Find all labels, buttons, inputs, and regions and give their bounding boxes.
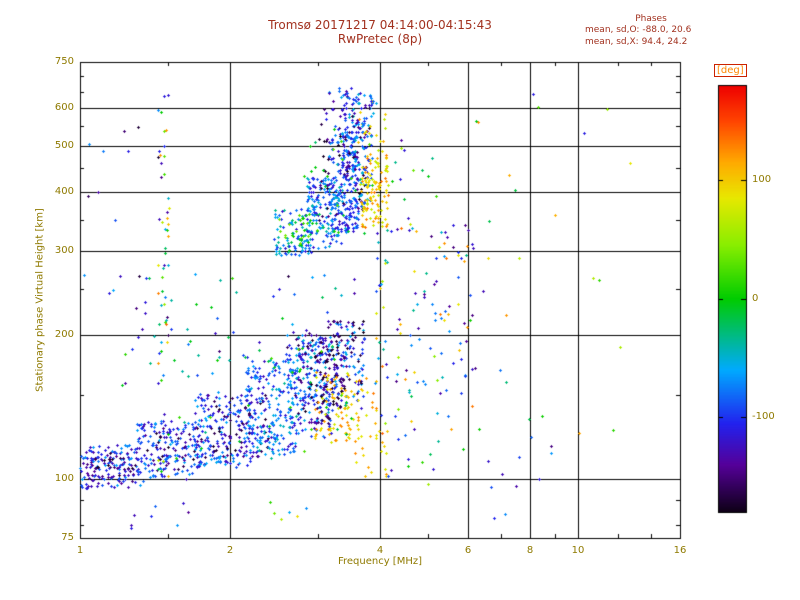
y-tick-label: 200 [54, 329, 74, 340]
colorbar-tick-label: 100 [752, 174, 772, 185]
y-tick-label: 75 [61, 532, 74, 543]
y-tick-label: 300 [54, 245, 74, 256]
y-tick-label: 100 [54, 473, 74, 484]
x-tick-label: 1 [76, 545, 84, 556]
y-tick-label: 400 [54, 186, 74, 197]
x-tick-label: 2 [226, 545, 234, 556]
x-tick-label: 16 [673, 545, 687, 556]
x-axis-label: Frequency [MHz] [337, 556, 423, 567]
x-tick-label: 4 [376, 545, 384, 556]
phase-stats-line-x: mean, sd,X: 94.4, 24.2 [585, 36, 688, 47]
phase-stats-heading: Phases [635, 14, 667, 24]
chart-title: Tromsø 20171217 04:14:00-04:15:43 [268, 18, 492, 32]
phase-stats-line-o: mean, sd,O: -88.0, 20.6 [585, 25, 692, 36]
y-tick-label: 750 [54, 56, 74, 67]
x-tick-label: 6 [464, 545, 472, 556]
y-tick-label: 500 [54, 140, 74, 151]
y-axis-label: Stationary phase Virtual Height [km] [34, 208, 46, 392]
y-tick-label: 600 [54, 102, 74, 113]
chart-subtitle: RwPretec (8p) [337, 32, 423, 46]
x-tick-label: 8 [526, 545, 534, 556]
colorbar-units-label: [deg] [714, 64, 747, 77]
x-tick-label: 10 [571, 545, 585, 556]
colorbar-tick-label: -100 [752, 411, 775, 422]
phase-stats-block: Phases mean, sd,O: -88.0, 20.6 mean, sd,… [585, 14, 717, 48]
colorbar-tick-label: 0 [752, 293, 759, 304]
